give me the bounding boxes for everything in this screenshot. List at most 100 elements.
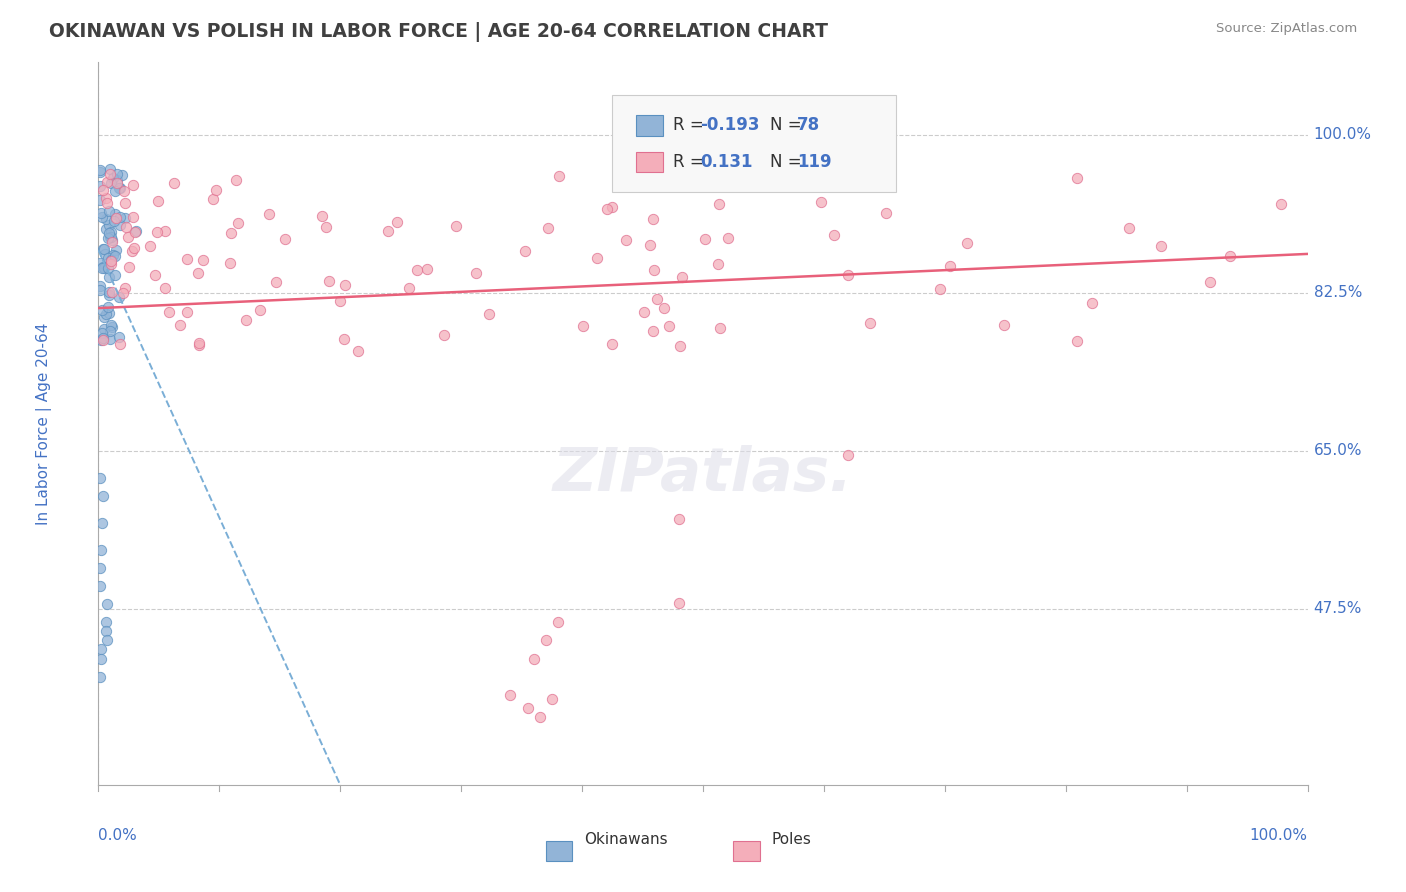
Point xyxy=(97,252,120,266)
Text: Source: ZipAtlas.com: Source: ZipAtlas.com xyxy=(1216,22,1357,36)
Point xyxy=(163,177,186,191)
Point xyxy=(101,319,124,334)
Point xyxy=(108,337,131,351)
FancyBboxPatch shape xyxy=(734,840,759,861)
Point xyxy=(112,184,135,198)
Point xyxy=(146,194,169,208)
Point xyxy=(534,633,557,648)
Point xyxy=(98,162,121,177)
FancyBboxPatch shape xyxy=(637,115,664,136)
Point xyxy=(315,220,337,235)
Point xyxy=(90,261,112,276)
Point xyxy=(93,260,115,275)
Point xyxy=(643,325,665,339)
Point xyxy=(108,330,131,344)
Point xyxy=(406,263,429,277)
Point xyxy=(264,276,287,290)
Point xyxy=(540,692,562,706)
Point xyxy=(89,165,111,179)
Point xyxy=(875,206,897,220)
Point xyxy=(333,277,356,292)
Text: -0.193: -0.193 xyxy=(700,117,761,135)
Point xyxy=(108,211,131,225)
Point xyxy=(94,247,117,261)
Point xyxy=(523,651,546,665)
Point xyxy=(221,226,243,240)
Point xyxy=(105,211,128,225)
Point xyxy=(100,229,122,244)
FancyBboxPatch shape xyxy=(637,152,664,172)
Point xyxy=(117,229,139,244)
Point xyxy=(347,344,370,359)
Point xyxy=(993,318,1015,332)
Point xyxy=(90,206,112,220)
Point xyxy=(89,579,111,593)
Point xyxy=(668,511,690,525)
Point xyxy=(638,238,661,252)
Point xyxy=(155,280,177,294)
Point xyxy=(96,175,118,189)
Point xyxy=(90,333,112,347)
Point xyxy=(98,324,121,338)
Point xyxy=(97,219,120,233)
Point xyxy=(169,318,191,332)
Point xyxy=(1270,197,1292,211)
Point xyxy=(91,489,114,503)
Point xyxy=(101,285,124,299)
Point xyxy=(89,279,111,293)
Point xyxy=(103,249,125,263)
Text: R =: R = xyxy=(672,117,709,135)
Text: 65.0%: 65.0% xyxy=(1313,443,1362,458)
Point xyxy=(104,243,127,257)
Point xyxy=(104,207,127,221)
Text: 100.0%: 100.0% xyxy=(1250,829,1308,843)
Point xyxy=(516,701,538,715)
Point xyxy=(100,257,122,271)
Point xyxy=(94,615,117,630)
Point xyxy=(823,227,845,242)
Point xyxy=(235,312,257,326)
Point xyxy=(90,326,112,340)
Text: ZIPatlas.: ZIPatlas. xyxy=(553,445,853,504)
Point xyxy=(118,260,141,274)
Point xyxy=(225,173,247,187)
Point xyxy=(100,254,122,268)
Point xyxy=(105,167,128,181)
Point xyxy=(187,266,209,280)
Text: 47.5%: 47.5% xyxy=(1313,601,1362,616)
Point xyxy=(318,274,340,288)
Text: OKINAWAN VS POLISH IN LABOR FORCE | AGE 20-64 CORRELATION CHART: OKINAWAN VS POLISH IN LABOR FORCE | AGE … xyxy=(49,22,828,42)
Point xyxy=(465,266,488,280)
Point xyxy=(97,227,120,241)
Point xyxy=(101,233,124,247)
Point xyxy=(657,166,679,180)
Point xyxy=(97,300,120,314)
Point xyxy=(643,263,665,277)
Point xyxy=(93,242,115,256)
Point xyxy=(693,232,716,246)
Point xyxy=(1081,296,1104,310)
Point xyxy=(1118,221,1140,235)
Point xyxy=(810,195,832,210)
Point xyxy=(859,316,882,330)
FancyBboxPatch shape xyxy=(546,840,572,861)
Point xyxy=(111,168,134,182)
Point xyxy=(105,173,128,187)
Point xyxy=(537,221,560,235)
Point xyxy=(139,238,162,252)
Point xyxy=(643,212,665,227)
Point xyxy=(89,163,111,178)
Point xyxy=(122,211,145,225)
Point xyxy=(91,333,114,347)
Point xyxy=(94,212,117,227)
Point xyxy=(108,218,131,232)
Point xyxy=(124,224,146,238)
Point xyxy=(112,285,135,300)
Point xyxy=(93,322,115,336)
Point xyxy=(96,196,118,211)
Point xyxy=(652,301,675,316)
Point xyxy=(89,669,111,684)
Text: Poles: Poles xyxy=(772,831,811,847)
Point xyxy=(143,268,166,282)
Point xyxy=(498,688,520,702)
